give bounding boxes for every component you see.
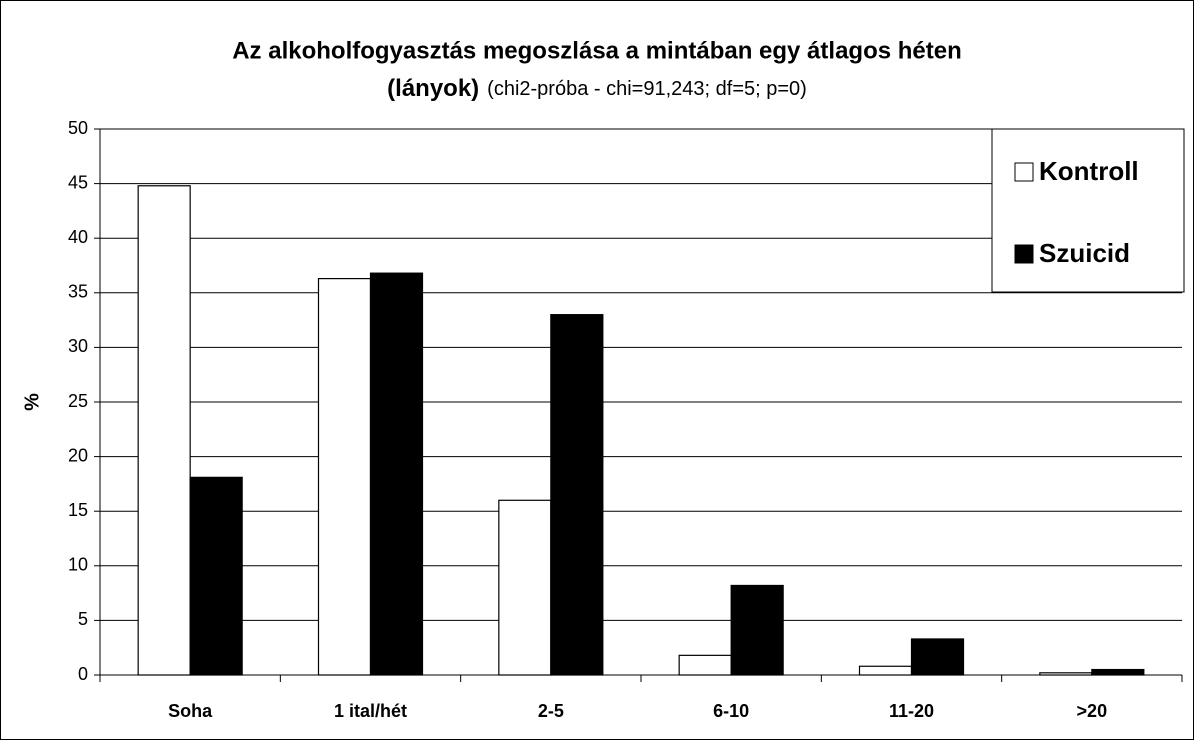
bar — [550, 314, 604, 676]
chart-title-part: (lányok) — [387, 75, 479, 102]
x-tick-label: 2-5 — [538, 701, 564, 721]
bar — [317, 278, 372, 676]
y-tick-label: 50 — [68, 118, 88, 138]
y-tick-label: 40 — [68, 227, 88, 247]
bar — [498, 499, 552, 676]
chart-title: Az alkoholfogyasztás megoszlása a mintáb… — [232, 37, 962, 64]
y-tick-label: 20 — [68, 445, 88, 465]
y-tick-label: 0 — [78, 664, 88, 684]
y-axis-label: % — [21, 393, 43, 411]
bar — [137, 185, 191, 676]
chart-title-line-2: (lányok) (chi2-próba - chi=91,243; df=5; … — [387, 75, 807, 102]
legend-label: Kontroll — [1039, 156, 1139, 186]
y-tick-label: 30 — [68, 336, 88, 356]
y-tick-label: 25 — [68, 391, 88, 411]
y-tick-label: 15 — [68, 500, 88, 520]
legend-marker — [1014, 244, 1034, 264]
bar — [369, 272, 424, 676]
y-tick-label: 35 — [68, 282, 88, 302]
bar — [189, 476, 243, 676]
bar — [730, 584, 784, 676]
legend-label: Szuicid — [1039, 238, 1130, 268]
bar — [910, 638, 965, 676]
x-tick-label: 6-10 — [713, 701, 749, 721]
x-tick-label: 1 ital/hét — [334, 701, 407, 721]
y-tick-label: 45 — [68, 172, 88, 192]
bar — [1091, 668, 1145, 676]
bar — [678, 654, 732, 676]
x-tick-label: 11-20 — [889, 701, 934, 721]
x-tick-label: >20 — [1077, 701, 1108, 721]
y-tick-label: 10 — [68, 555, 88, 575]
bar — [858, 665, 913, 676]
x-tick-label: Soha — [168, 701, 213, 721]
chart-subtitle: (chi2-próba - chi=91,243; df=5; p=0) — [487, 78, 807, 100]
legend-box — [991, 128, 1185, 293]
legend-marker — [1014, 162, 1034, 182]
y-tick-label: 5 — [78, 609, 88, 629]
